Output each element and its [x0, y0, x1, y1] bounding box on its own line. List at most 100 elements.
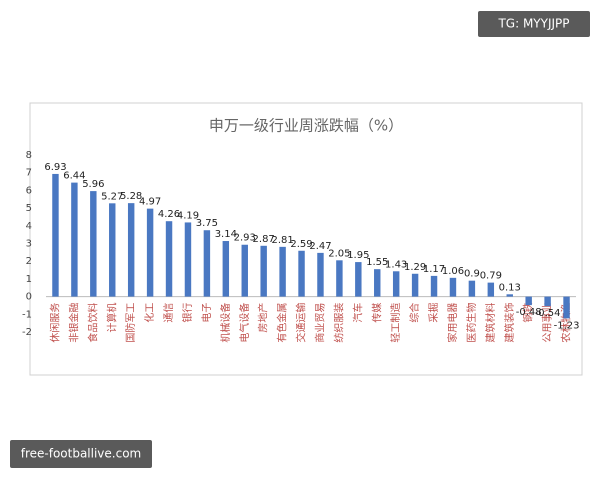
x-tick-label: 电气设备: [238, 303, 251, 343]
watermark: free-footballive.com: [21, 447, 142, 461]
bar: [506, 294, 513, 297]
data-label: 0.79: [480, 271, 502, 282]
bar: [279, 246, 286, 297]
y-tick-label: 5: [26, 203, 32, 214]
bar: [468, 280, 476, 297]
data-label: 1.55: [366, 257, 388, 268]
x-tick-label: 通信: [163, 303, 175, 323]
data-label: -0.48: [516, 307, 542, 318]
y-tick-label: 8: [26, 150, 32, 161]
y-tick-label: -1: [22, 309, 32, 320]
bar: [449, 277, 457, 297]
data-label: 2.93: [234, 233, 256, 244]
bar: [90, 191, 97, 297]
bar: [222, 241, 230, 297]
x-tick-label: 采掘: [427, 303, 440, 323]
y-tick-label: 2: [26, 256, 32, 267]
data-label: 1.17: [423, 264, 445, 275]
bar: [374, 269, 381, 297]
data-label: 2.81: [271, 235, 293, 246]
y-tick-label: 6: [26, 185, 32, 196]
y-tick-label: 3: [26, 239, 32, 250]
x-tick-label: 钢铁: [522, 303, 535, 323]
bar: [336, 260, 343, 297]
data-label: 4.26: [158, 209, 180, 220]
x-tick-label: 国防军工: [124, 303, 137, 343]
data-label: 3.14: [215, 229, 237, 240]
data-label: 0.9: [464, 269, 480, 280]
x-tick-label: 商业贸易: [313, 303, 326, 343]
bar: [487, 282, 495, 297]
data-label: 0.13: [499, 282, 521, 293]
bar: [411, 273, 419, 297]
bar: [317, 252, 324, 297]
y-tick-label: 4: [26, 221, 32, 232]
x-tick-label: 建筑装饰: [503, 303, 516, 343]
y-tick-label: 1: [26, 274, 32, 285]
bar: [71, 182, 78, 297]
x-tick-label: 医药生物: [465, 303, 478, 343]
x-tick-label: 银行: [181, 303, 194, 323]
data-label: 2.59: [290, 239, 312, 250]
data-label: 6.44: [63, 171, 85, 182]
data-label: 5.28: [120, 191, 142, 202]
bar: [430, 275, 438, 297]
x-tick-label: 汽车: [351, 303, 364, 323]
y-tick-label: 0: [26, 292, 32, 303]
bar: [127, 203, 135, 297]
bar: [544, 296, 551, 307]
bar: [525, 296, 532, 306]
data-label: -0.54: [535, 308, 561, 319]
x-tick-label: 传媒: [371, 303, 383, 323]
data-label: 1.29: [404, 262, 426, 273]
bar: [355, 262, 362, 297]
bar: [109, 203, 116, 297]
watermark: TG: MYYJJPP: [497, 17, 569, 31]
x-tick-label: 电子: [200, 303, 213, 323]
x-tick-label: 综合: [408, 303, 421, 323]
x-tick-label: 公用事业: [541, 303, 554, 343]
bar: [563, 296, 570, 319]
x-tick-label: 休闲服务: [48, 303, 61, 343]
x-tick-label: 房地产: [257, 303, 270, 333]
bar: [52, 173, 59, 297]
y-tick-label: -2: [22, 327, 32, 338]
bar: [392, 271, 400, 297]
x-tick-label: 有色金属: [276, 303, 289, 343]
x-tick-label: 机械设备: [219, 303, 232, 343]
x-tick-label: 家用电器: [446, 303, 459, 343]
data-label: 4.97: [139, 197, 161, 208]
y-tick-label: 7: [26, 168, 32, 179]
bar: [184, 222, 192, 297]
watermark-box: [478, 11, 590, 37]
data-label: 3.75: [196, 218, 218, 229]
data-label: 5.96: [82, 179, 104, 190]
data-label: 5.27: [101, 191, 123, 202]
data-label: -1.23: [554, 320, 580, 331]
x-tick-label: 轻工制造: [389, 303, 402, 343]
x-tick-label: 纺织服装: [332, 303, 345, 343]
data-label: 1.95: [347, 250, 369, 261]
watermark-box: [10, 440, 152, 468]
x-tick-label: 非银金融: [67, 303, 80, 343]
bar: [165, 221, 173, 297]
bar: [146, 208, 154, 297]
bar: [298, 250, 305, 297]
bar: [203, 230, 211, 297]
x-tick-label: 计算机: [105, 303, 118, 333]
x-tick-label: 化工: [143, 303, 156, 323]
data-label: 1.43: [385, 259, 407, 270]
data-label: 2.05: [328, 248, 350, 259]
data-label: 1.06: [442, 266, 464, 277]
chart-title: 申万一级行业周涨跌幅（%）: [209, 117, 403, 135]
data-label: 2.87: [253, 234, 275, 245]
data-label: 4.19: [177, 210, 199, 221]
x-tick-label: 交通运输: [295, 303, 308, 343]
data-label: 2.47: [309, 241, 331, 252]
data-label: 6.93: [44, 162, 66, 173]
x-tick-label: 建筑材料: [484, 303, 497, 343]
chart-frame: [29, 102, 583, 376]
x-tick-label: 食品饮料: [86, 303, 99, 343]
bar: [241, 244, 248, 297]
